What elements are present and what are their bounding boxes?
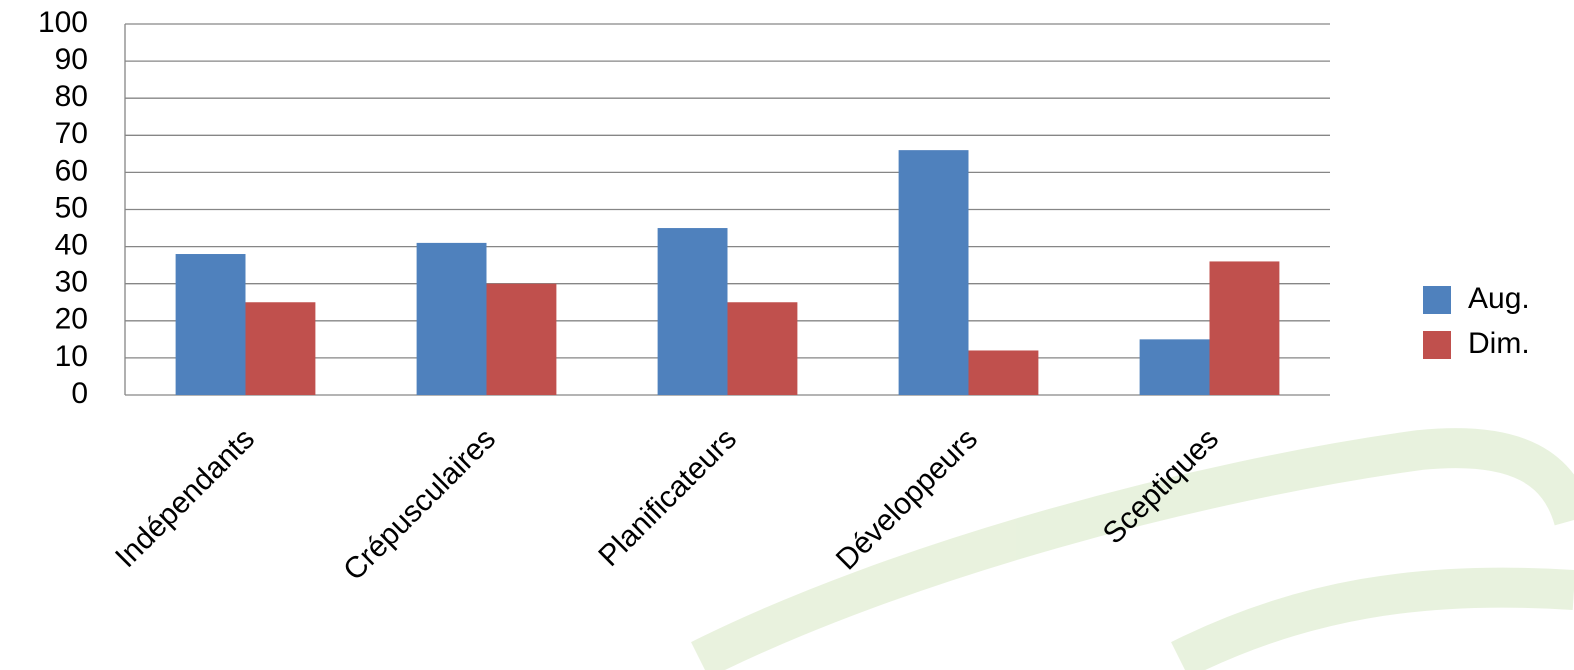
legend-swatch: [1423, 286, 1451, 314]
bar: [1139, 339, 1210, 395]
bar: [245, 302, 316, 395]
y-tick-label: 20: [55, 303, 88, 336]
bar: [968, 350, 1039, 395]
y-tick-label: 40: [55, 229, 88, 262]
y-tick-label: 60: [55, 154, 88, 187]
legend-label: Dim.: [1468, 327, 1530, 360]
leaf-stroke: [691, 428, 1574, 670]
y-tick-label: 100: [38, 6, 88, 39]
x-tick-label: Planificateurs: [592, 422, 743, 573]
bar: [175, 254, 246, 395]
leaf-stroke: [1171, 567, 1574, 670]
y-tick-label: 0: [71, 377, 88, 410]
bar: [486, 283, 557, 395]
x-tick-label: Crépusculaires: [337, 422, 502, 587]
legend-label: Aug.: [1468, 282, 1530, 315]
bar: [657, 228, 728, 395]
y-tick-label: 70: [55, 117, 88, 150]
legend-swatch: [1423, 331, 1451, 359]
x-tick-label: Indépendants: [109, 422, 261, 574]
bar: [416, 242, 487, 395]
y-tick-label: 10: [55, 340, 88, 373]
y-tick-label: 90: [55, 43, 88, 76]
bar: [1209, 261, 1280, 395]
y-tick-label: 30: [55, 266, 88, 299]
background-leaf: [691, 428, 1574, 670]
y-tick-label: 80: [55, 80, 88, 113]
y-tick-label: 50: [55, 191, 88, 224]
bar: [727, 302, 798, 395]
bar: [898, 150, 969, 395]
